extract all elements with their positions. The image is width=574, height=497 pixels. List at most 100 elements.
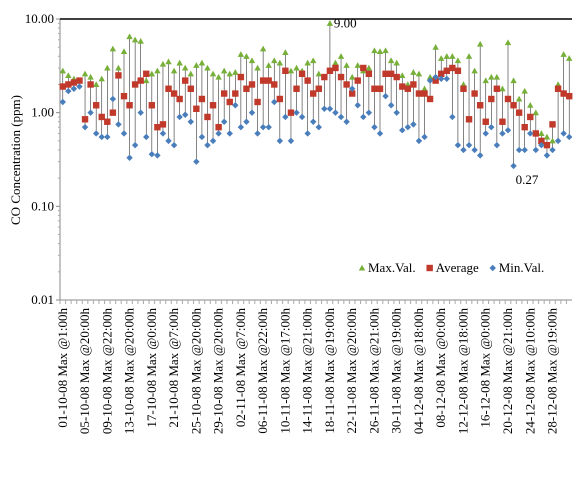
marker-triangle bbox=[410, 69, 417, 75]
marker-triangle bbox=[532, 109, 540, 116]
marker-triangle bbox=[81, 70, 89, 77]
marker-diamond bbox=[159, 130, 167, 137]
y-tick-label: 1.00 bbox=[31, 105, 54, 120]
marker-square bbox=[449, 64, 456, 72]
marker-diamond bbox=[176, 113, 183, 121]
marker-triangle bbox=[254, 64, 261, 71]
marker-diamond bbox=[143, 133, 150, 141]
marker-square bbox=[154, 123, 161, 131]
marker-diamond bbox=[415, 137, 423, 145]
marker-diamond bbox=[382, 92, 389, 100]
marker-square bbox=[382, 70, 389, 77]
x-tick-label: 06-11-08 Max @22:00h bbox=[255, 308, 270, 434]
marker-diamond bbox=[259, 123, 267, 131]
marker-diamond bbox=[454, 141, 462, 149]
marker-diamond bbox=[237, 123, 245, 131]
marker-square bbox=[504, 95, 512, 103]
marker-diamond bbox=[482, 130, 489, 137]
marker-diamond bbox=[209, 137, 217, 145]
marker-diamond bbox=[220, 118, 228, 125]
marker-triangle bbox=[65, 72, 72, 78]
marker-diamond bbox=[265, 123, 272, 131]
marker-square bbox=[126, 102, 133, 109]
marker-square bbox=[143, 70, 150, 77]
marker-diamond bbox=[504, 126, 512, 134]
marker-diamond bbox=[215, 130, 222, 137]
x-tick-label: 01-10-08 Max @1:00h bbox=[55, 308, 70, 428]
marker-triangle bbox=[348, 73, 356, 80]
y-tick-label: 0.10 bbox=[31, 198, 54, 213]
marker-square bbox=[193, 105, 200, 112]
marker-triangle bbox=[159, 60, 167, 67]
marker-diamond bbox=[426, 77, 434, 84]
marker-square bbox=[209, 102, 217, 109]
marker-square bbox=[488, 95, 495, 103]
marker-diamond bbox=[404, 123, 412, 131]
marker-triangle bbox=[104, 64, 111, 71]
x-tick-label: 16-12-08 Max @0:00h bbox=[478, 308, 493, 428]
marker-diamond bbox=[343, 118, 350, 125]
marker-triangle bbox=[209, 70, 217, 77]
marker-square bbox=[232, 90, 239, 97]
marker-square bbox=[549, 121, 556, 128]
marker-triangle bbox=[421, 85, 428, 92]
marker-square bbox=[443, 67, 450, 74]
marker-diamond bbox=[465, 141, 473, 149]
marker-square bbox=[237, 73, 245, 81]
marker-square bbox=[493, 85, 501, 92]
marker-diamond bbox=[65, 87, 72, 95]
marker-square bbox=[159, 121, 167, 128]
marker-square bbox=[70, 79, 78, 86]
marker-square bbox=[204, 113, 211, 121]
marker-triangle bbox=[87, 73, 94, 80]
marker-square bbox=[304, 77, 311, 84]
x-tick-label: 12-12-08 Max @18:00h bbox=[455, 308, 470, 435]
marker-diamond bbox=[432, 73, 439, 81]
marker-diamond bbox=[148, 151, 156, 158]
marker-triangle bbox=[510, 77, 517, 84]
x-tick-label: 26-11-08 Max @21:00h bbox=[366, 308, 381, 434]
marker-triangle bbox=[521, 87, 528, 94]
marker-triangle bbox=[560, 51, 567, 57]
marker-diamond bbox=[70, 85, 78, 92]
marker-triangle bbox=[137, 37, 144, 44]
x-tick-label: 28-12-08 Max @19:00h bbox=[545, 308, 560, 435]
marker-triangle bbox=[376, 48, 384, 55]
x-tick-label: 17-10-08 Max @0:00h bbox=[144, 308, 159, 428]
x-tick-label: 30-11-08 Max @19:00h bbox=[389, 308, 404, 434]
marker-diamond bbox=[165, 137, 172, 145]
marker-triangle bbox=[126, 33, 133, 40]
marker-triangle bbox=[471, 67, 478, 74]
marker-triangle bbox=[143, 77, 150, 84]
x-tick-label: 02-11-08 Max @7:00h bbox=[233, 308, 248, 428]
marker-square bbox=[76, 77, 83, 84]
marker-square bbox=[170, 90, 178, 97]
marker-square bbox=[87, 81, 94, 88]
marker-diamond bbox=[560, 130, 567, 137]
marker-square bbox=[92, 102, 100, 109]
marker-square bbox=[104, 118, 111, 125]
marker-diamond bbox=[360, 113, 367, 121]
marker-diamond bbox=[276, 137, 284, 145]
marker-square bbox=[421, 90, 428, 97]
marker-diamond bbox=[304, 130, 311, 137]
marker-square bbox=[59, 83, 66, 90]
marker-square bbox=[326, 67, 334, 74]
marker-triangle bbox=[443, 53, 450, 59]
marker-square bbox=[554, 85, 562, 92]
marker-square bbox=[538, 137, 545, 145]
marker-square bbox=[387, 70, 395, 77]
marker-triangle bbox=[538, 130, 545, 137]
marker-square bbox=[293, 85, 300, 92]
marker-diamond bbox=[287, 137, 295, 145]
marker-square bbox=[332, 64, 339, 72]
marker-square bbox=[310, 90, 317, 97]
marker-triangle bbox=[343, 62, 350, 68]
marker-diamond bbox=[109, 95, 117, 103]
y-tick-label: 0.01 bbox=[31, 292, 54, 307]
marker-diamond bbox=[98, 133, 105, 141]
marker-square bbox=[415, 90, 423, 97]
marker-triangle bbox=[387, 57, 395, 64]
marker-triangle bbox=[493, 73, 501, 80]
marker-diamond bbox=[271, 98, 278, 106]
